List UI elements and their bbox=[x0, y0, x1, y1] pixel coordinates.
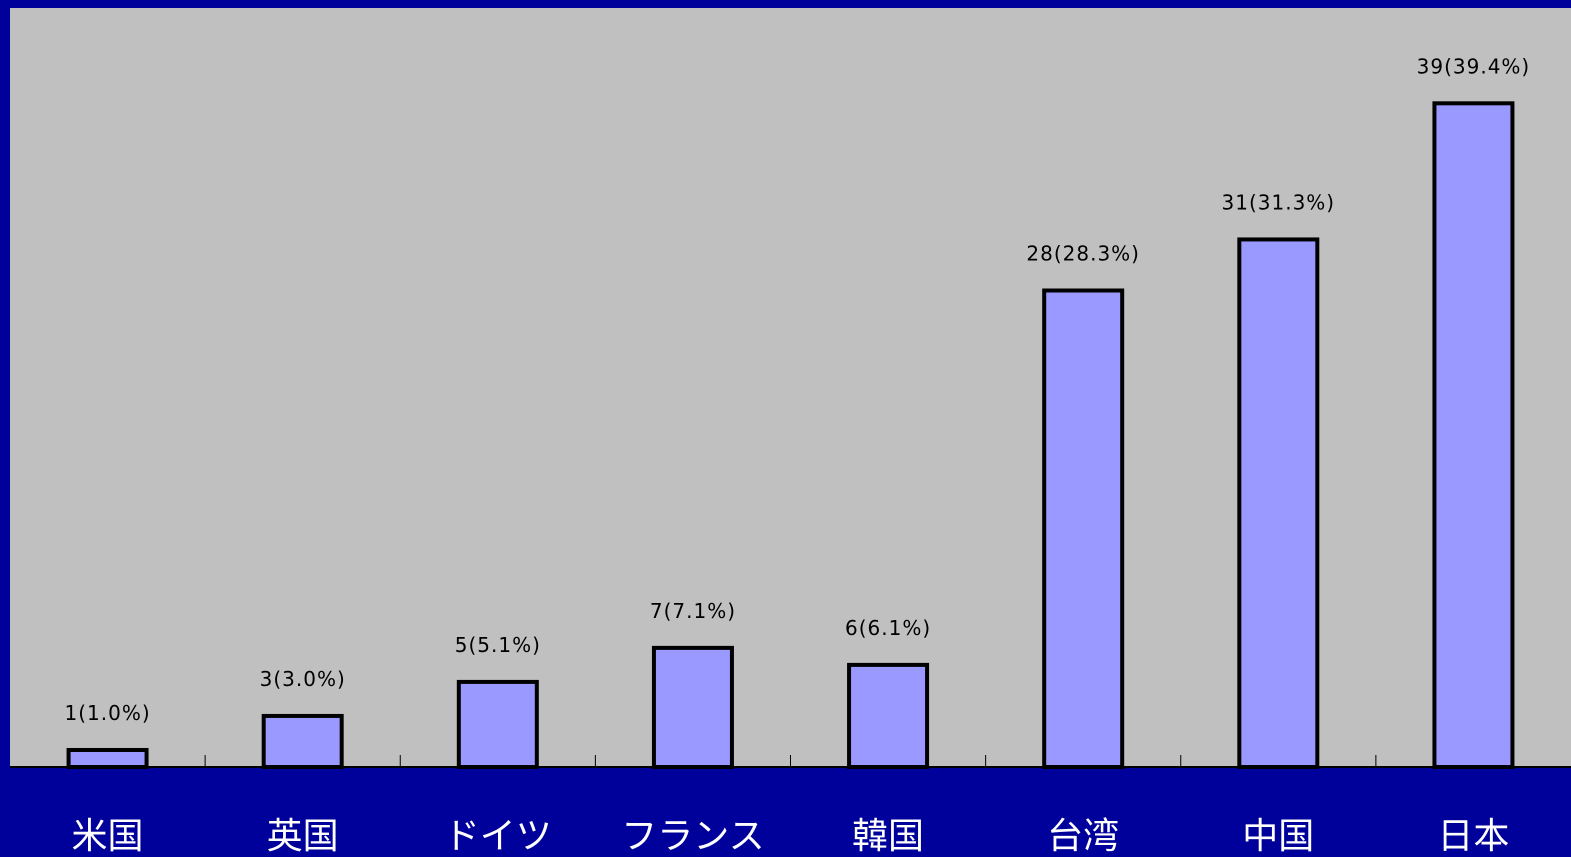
category-label: 台湾 bbox=[1047, 816, 1119, 853]
bar bbox=[1042, 288, 1125, 769]
x-axis-ticks bbox=[204, 755, 1377, 767]
bars-group bbox=[66, 101, 1515, 770]
data-label: 31(31.3%) bbox=[1222, 190, 1336, 214]
bar bbox=[651, 645, 734, 770]
data-label: 6(6.1%) bbox=[845, 616, 931, 640]
data-label: 28(28.3%) bbox=[1026, 241, 1140, 265]
bar bbox=[847, 662, 930, 770]
bar bbox=[456, 679, 539, 770]
data-label: 1(1.0%) bbox=[64, 701, 150, 725]
plot-area bbox=[10, 8, 1571, 767]
bar bbox=[1237, 237, 1320, 769]
category-label: 韓国 bbox=[852, 816, 924, 853]
data-label: 3(3.0%) bbox=[260, 667, 346, 691]
category-label: 米国 bbox=[72, 816, 144, 853]
data-label: 39(39.4%) bbox=[1417, 54, 1531, 78]
category-label: ドイツ bbox=[444, 816, 552, 853]
data-label: 7(7.1%) bbox=[650, 599, 736, 623]
bar bbox=[1432, 101, 1515, 769]
data-label: 5(5.1%) bbox=[455, 633, 541, 657]
bar bbox=[66, 747, 149, 769]
category-labels-group: 米国 英国 ドイツ フランス 韓国 台湾 中国 日本 bbox=[72, 816, 1510, 857]
data-labels-group: 1(1.0%) 3(3.0%) 5(5.1%) 7(7.1%) 6(6.1%) 28(28… bbox=[64, 54, 1531, 725]
category-label: 中国 bbox=[1242, 816, 1314, 853]
bar bbox=[261, 713, 344, 769]
category-label: 英国 bbox=[267, 816, 339, 853]
category-label: フランス bbox=[621, 816, 764, 853]
category-label: 日本 bbox=[1437, 816, 1509, 853]
